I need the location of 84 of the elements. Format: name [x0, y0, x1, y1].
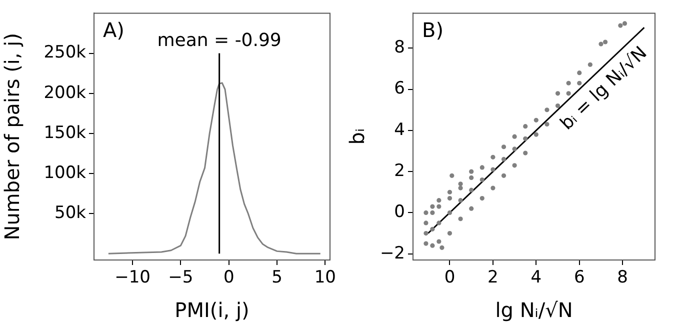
point	[566, 91, 571, 96]
point	[424, 220, 428, 226]
annotation: B)	[422, 18, 444, 42]
point	[501, 144, 506, 150]
point	[447, 230, 452, 236]
point	[450, 173, 454, 178]
point	[544, 108, 550, 112]
point	[603, 40, 608, 44]
point	[430, 210, 435, 215]
x-tick-label: 5	[272, 268, 282, 288]
point	[440, 245, 444, 250]
point	[480, 165, 484, 170]
x-tick-label: 10	[314, 268, 336, 288]
point	[577, 80, 582, 86]
point	[458, 198, 463, 203]
x-axis-title: PMI(i, j)	[174, 298, 250, 322]
point	[490, 167, 496, 172]
point	[512, 163, 517, 168]
point	[469, 188, 474, 192]
point	[480, 177, 484, 182]
y-tick-label: 2	[394, 160, 405, 181]
point	[598, 42, 604, 46]
x-axis-title: lg Nᵢ/√N	[495, 298, 573, 322]
x-tick-label: 0	[444, 268, 456, 288]
point	[501, 156, 506, 162]
y-axis-title: Number of pairs (i, j)	[0, 32, 24, 240]
point	[447, 210, 452, 215]
point	[577, 70, 582, 76]
point	[424, 210, 428, 215]
point	[490, 186, 496, 190]
x-tick-label: 4	[530, 268, 542, 288]
x-tick-label: 8	[617, 268, 628, 288]
x-tick-label: 0	[223, 268, 234, 288]
point	[480, 196, 484, 201]
point	[469, 206, 474, 211]
y-tick-label: 200k	[44, 82, 86, 103]
y-tick-label: 6	[394, 78, 405, 99]
point	[469, 175, 474, 180]
point	[523, 124, 528, 129]
point	[490, 154, 496, 160]
x-tick-label: 6	[574, 268, 585, 288]
point	[501, 173, 506, 178]
y-tick-label: 8	[394, 38, 405, 58]
y-tick-label: 4	[394, 120, 405, 140]
ref-line-label: mean = -0.99	[157, 30, 282, 52]
point	[588, 62, 592, 67]
point	[436, 198, 442, 203]
point	[512, 134, 517, 139]
point	[430, 243, 435, 248]
point	[534, 132, 538, 137]
point	[544, 122, 550, 127]
point	[523, 150, 528, 156]
point	[458, 216, 463, 222]
point	[430, 226, 435, 232]
y-tick-label: 0	[394, 202, 405, 222]
annotation: A)	[103, 18, 124, 42]
y-axis-title: bᵢ	[345, 128, 370, 145]
y-tick-label: 150k	[44, 122, 86, 143]
point	[447, 196, 452, 201]
x-tick-label: −10	[114, 268, 150, 288]
point	[555, 91, 560, 96]
point	[458, 182, 463, 186]
point	[566, 80, 571, 86]
point	[424, 241, 428, 246]
point	[436, 220, 442, 226]
y-tick-label: 250k	[44, 42, 86, 63]
point	[534, 118, 538, 122]
point	[458, 186, 463, 190]
point	[523, 136, 528, 141]
point	[618, 23, 623, 28]
point	[436, 204, 442, 209]
point	[622, 21, 628, 26]
point	[469, 169, 474, 174]
y-tick-label: 50k	[54, 202, 86, 223]
point	[447, 190, 452, 194]
point	[512, 146, 517, 152]
y-tick-label: 100k	[44, 162, 86, 183]
y-tick-label: −2	[380, 243, 405, 264]
x-tick-label: 2	[488, 268, 498, 288]
point	[424, 230, 428, 236]
point	[555, 103, 560, 108]
x-tick-label: −5	[168, 268, 194, 288]
point	[430, 204, 435, 209]
point	[436, 239, 442, 244]
